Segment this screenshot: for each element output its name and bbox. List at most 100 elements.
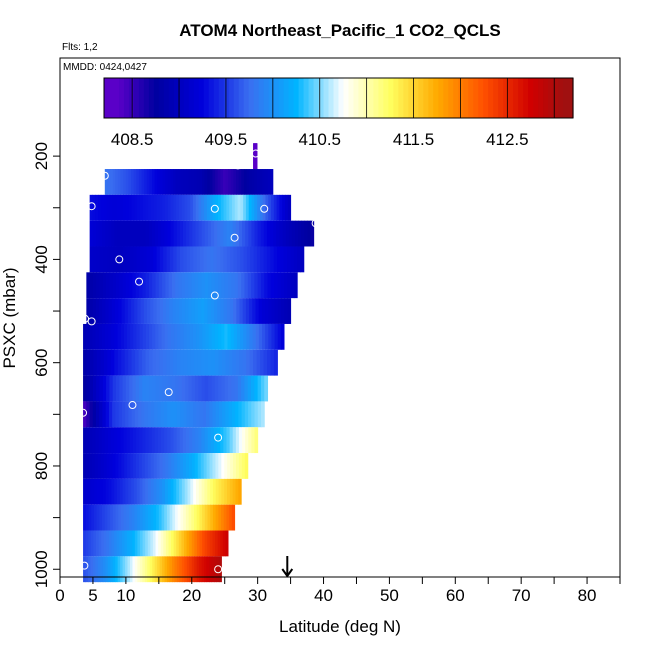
heatmap-cell [99,401,103,428]
heatmap-cell [147,401,152,428]
heatmap-cell [103,530,107,557]
heatmap-cell [208,323,213,350]
heatmap-cell [208,375,213,402]
heatmap-cell [246,246,251,273]
heatmap-cell [253,349,258,376]
colorbar-tick-label: 410.5 [298,130,341,149]
heatmap-cell [205,323,210,350]
heatmap-cell [139,478,143,505]
heatmap-cell [244,272,249,299]
heatmap-cell [212,401,217,428]
heatmap-cell [126,220,131,247]
heatmap-cell [185,272,189,299]
heatmap-cell [198,375,203,402]
heatmap-cell [215,169,219,195]
heatmap-cell [254,427,259,454]
heatmap-cell [164,427,168,454]
heatmap-cell [154,556,158,583]
heatmap-cell [218,272,222,299]
heatmap-cell [128,169,132,195]
heatmap-cell [108,427,112,454]
heatmap-cell [251,427,256,454]
heatmap-cell [261,401,265,428]
heatmap-cell [233,453,237,479]
heatmap-cell [170,427,174,454]
heatmap-cell [210,427,215,454]
heatmap-cell [214,298,218,324]
heatmap-cell [196,401,201,428]
heatmap-cell [137,298,142,324]
heatmap-cell [248,220,252,247]
heatmap-cell [276,194,280,221]
heatmap-cell [152,323,156,350]
heatmap-cell [215,504,219,531]
heatmap-cell [114,478,118,505]
heatmap-cell [217,169,221,195]
heatmap-cell [170,194,174,221]
heatmap-cell [227,453,231,479]
heatmap-cell [186,556,190,583]
heatmap-cell [214,556,217,583]
heatmap-cell [228,349,233,376]
heatmap-cell [158,272,163,299]
heatmap-cell [85,556,89,583]
heatmap-cell [247,375,252,402]
heatmap-cell [165,194,169,221]
heatmap-cell [196,556,200,583]
heatmap-cell [130,220,134,247]
heatmap-cell [184,194,188,221]
heatmap-cell [234,194,239,221]
heatmap-cell [134,401,139,428]
heatmap-cell [103,246,107,273]
heatmap-cell [83,530,87,557]
heatmap-cell [119,375,124,402]
heatmap-cell [96,401,100,428]
heatmap-cell [92,375,97,402]
heatmap-cell [256,349,261,376]
heatmap-cell [218,556,222,583]
heatmap-cell [225,401,230,428]
heatmap-cell [241,453,246,479]
heatmap-cell [182,298,186,324]
colorbar-segment [513,78,519,118]
y-tick-label: 200 [32,142,51,170]
heatmap-cell [191,272,196,299]
heatmap-cell [99,504,103,531]
heatmap-cell [127,323,131,350]
heatmap-cell [145,349,150,376]
heatmap-cell [261,298,266,324]
colorbar-segment [453,78,459,118]
heatmap-cell [110,169,114,195]
heatmap-cell [189,556,193,583]
heatmap-cell [199,323,203,350]
data-points [79,149,320,574]
heatmap-cell [188,169,192,195]
heatmap-cell [123,323,128,350]
heatmap-cell [260,220,265,247]
heatmap-cell [139,504,144,531]
heatmap-cell [168,272,173,299]
heatmap-cell [212,530,216,557]
colorbar-segment [508,78,514,118]
heatmap-cell [138,349,143,376]
colorbar-segment [273,78,280,118]
data-point [115,255,124,264]
heatmap-cell [217,298,221,324]
heatmap-cell [285,194,289,221]
heatmap-cell [218,194,222,221]
heatmap-cell [209,453,213,479]
heatmap-cell [94,478,98,505]
heatmap-cell [224,453,228,479]
heatmap-cell [236,323,241,350]
data-point [251,149,260,158]
heatmap-cell [218,349,223,376]
heatmap-cell [175,298,180,324]
heatmap-cell [147,453,152,479]
heatmap-cell [167,556,171,583]
heatmap-cell [99,246,104,273]
heatmap-cell [252,298,256,324]
heatmap-cell [131,504,135,531]
heatmap-cell [196,478,200,505]
colorbar-segment [113,78,120,118]
